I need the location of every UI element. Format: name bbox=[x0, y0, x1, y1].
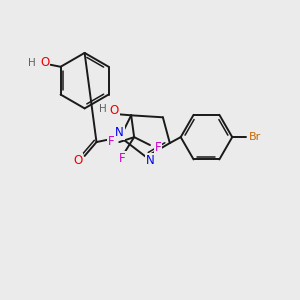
Text: F: F bbox=[108, 135, 115, 148]
Text: H: H bbox=[99, 104, 106, 114]
Text: O: O bbox=[110, 104, 119, 117]
Text: Br: Br bbox=[249, 132, 261, 142]
Text: H: H bbox=[28, 58, 36, 68]
Text: O: O bbox=[73, 154, 82, 167]
Text: N: N bbox=[115, 126, 124, 139]
Text: N: N bbox=[146, 154, 154, 167]
Text: F: F bbox=[119, 152, 126, 165]
Text: O: O bbox=[40, 56, 50, 69]
Text: F: F bbox=[154, 140, 161, 154]
